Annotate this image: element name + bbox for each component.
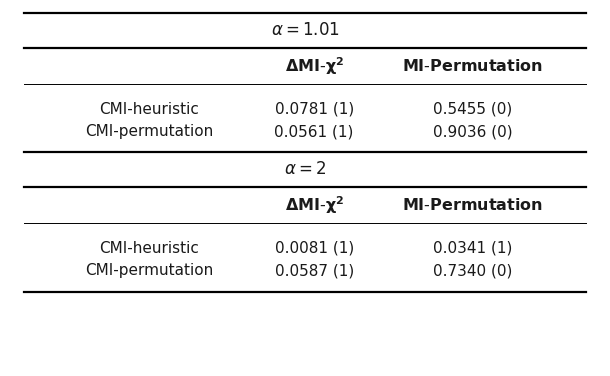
Text: 0.5455 (0): 0.5455 (0) [433, 102, 512, 117]
Text: $\mathbf{\Delta}$$\mathbf{MI\text{-}\chi^2}$: $\mathbf{\Delta}$$\mathbf{MI\text{-}\chi… [284, 194, 344, 216]
Text: CMI-permutation: CMI-permutation [85, 124, 213, 139]
Text: $\mathbf{\Delta}$$\mathbf{MI\text{-}\chi^2}$: $\mathbf{\Delta}$$\mathbf{MI\text{-}\chi… [284, 55, 344, 77]
Text: CMI-heuristic: CMI-heuristic [99, 241, 199, 256]
Text: $\mathbf{MI\text{-}Permutation}$: $\mathbf{MI\text{-}Permutation}$ [402, 197, 544, 213]
Text: 0.0561 (1): 0.0561 (1) [274, 124, 354, 139]
Text: 0.9036 (0): 0.9036 (0) [433, 124, 512, 139]
Text: 0.7340 (0): 0.7340 (0) [433, 263, 512, 278]
Text: 0.0341 (1): 0.0341 (1) [433, 241, 512, 256]
Text: 0.0781 (1): 0.0781 (1) [274, 102, 354, 117]
Text: CMI-permutation: CMI-permutation [85, 263, 213, 278]
Text: $\alpha = 2$: $\alpha = 2$ [284, 160, 326, 178]
Text: $\mathbf{MI\text{-}Permutation}$: $\mathbf{MI\text{-}Permutation}$ [402, 58, 544, 74]
Text: CMI-heuristic: CMI-heuristic [99, 102, 199, 117]
Text: $\alpha = 1.01$: $\alpha = 1.01$ [270, 21, 340, 39]
Text: 0.0081 (1): 0.0081 (1) [274, 241, 354, 256]
Text: 0.0587 (1): 0.0587 (1) [274, 263, 354, 278]
